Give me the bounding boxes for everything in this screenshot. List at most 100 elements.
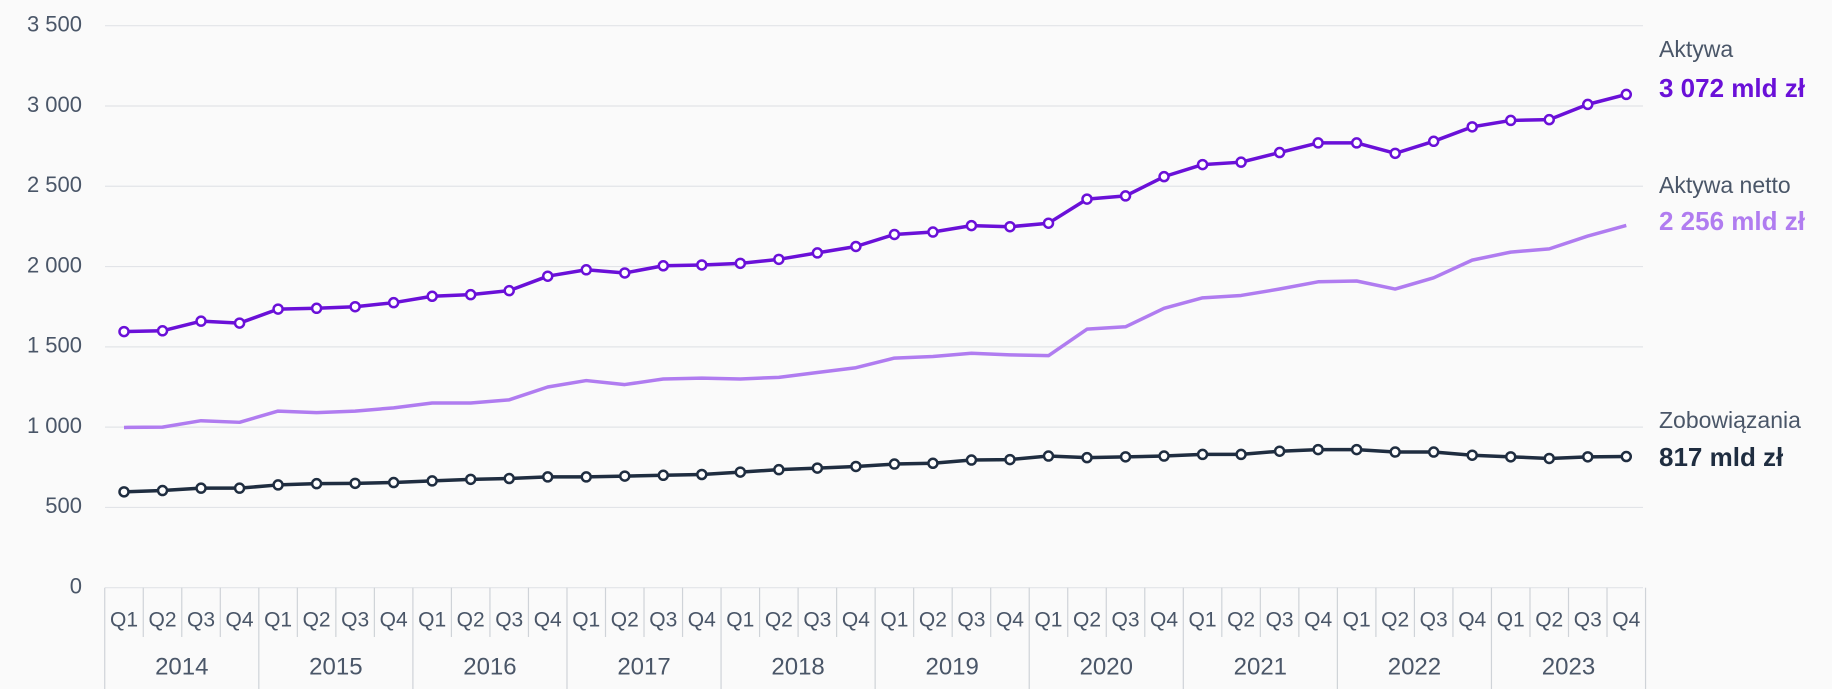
- y-tick-label: 2 000: [27, 252, 82, 277]
- y-tick-label: 500: [45, 493, 82, 518]
- point: [696, 468, 708, 481]
- y-tick-label: 1 500: [27, 333, 82, 358]
- point: [541, 270, 554, 282]
- point: [773, 253, 785, 266]
- point: [1427, 135, 1440, 148]
- year-label: 2021: [1234, 653, 1287, 680]
- point: [426, 475, 438, 487]
- x-tick-label: Q3: [495, 609, 523, 632]
- point: [503, 472, 515, 485]
- point: [850, 240, 862, 253]
- point: [1158, 170, 1170, 183]
- x-tick-label: Q2: [1227, 609, 1255, 632]
- point: [888, 228, 901, 241]
- point: [503, 284, 515, 297]
- point: [156, 325, 169, 337]
- year-label: 2019: [925, 653, 978, 680]
- point: [1620, 88, 1633, 101]
- point: [619, 470, 631, 482]
- x-tick-label: Q1: [1343, 609, 1371, 632]
- x-tick-label: Q3: [803, 609, 831, 632]
- point: [464, 288, 477, 301]
- x-tick-label: Q1: [110, 609, 138, 632]
- point: [965, 454, 978, 466]
- point: [233, 317, 246, 329]
- y-tick-label: 1 000: [27, 413, 82, 438]
- point: [1389, 147, 1401, 160]
- year-label: 2022: [1388, 653, 1441, 680]
- point: [1042, 450, 1055, 462]
- x-tick-label: Q4: [688, 609, 716, 632]
- point: [387, 296, 400, 309]
- point: [1620, 450, 1633, 463]
- y-tick-label: 3 000: [27, 92, 82, 117]
- x-tick-label: Q2: [919, 609, 947, 632]
- point: [233, 482, 246, 494]
- year-label: 2016: [463, 653, 516, 680]
- series-line: [123, 223, 1627, 430]
- point: [1235, 156, 1247, 168]
- point: [1466, 449, 1478, 461]
- x-tick-label: Q3: [1420, 609, 1448, 632]
- x-tick-label: Q4: [1304, 609, 1332, 632]
- point: [1582, 98, 1594, 111]
- x-tick-label: Q2: [457, 609, 485, 632]
- point: [1504, 451, 1517, 463]
- x-tick-label: Q4: [842, 609, 870, 632]
- year-label: 2015: [309, 653, 362, 680]
- x-tick-label: Q1: [1189, 609, 1217, 632]
- point: [1273, 146, 1286, 159]
- point: [927, 226, 939, 238]
- point: [888, 458, 901, 470]
- x-tick-label: Q1: [264, 609, 292, 632]
- point: [387, 476, 400, 489]
- x-tick-label: Q4: [996, 609, 1024, 632]
- point: [1235, 448, 1247, 461]
- year-label: 2020: [1080, 653, 1133, 680]
- point: [773, 463, 785, 476]
- x-tick-label: Q4: [380, 609, 408, 632]
- point: [195, 315, 207, 327]
- x-tick-label: Q2: [765, 609, 793, 632]
- legend-name: Aktywa: [1659, 36, 1733, 62]
- x-tick-label: Q1: [418, 609, 446, 632]
- point: [1582, 451, 1594, 463]
- point: [426, 290, 438, 303]
- point: [1119, 190, 1132, 202]
- x-tick-label: Q1: [1497, 609, 1525, 632]
- point: [195, 482, 207, 494]
- point: [1004, 453, 1016, 466]
- y-tick-label: 0: [70, 574, 82, 599]
- x-tick-label: Q3: [1574, 609, 1602, 632]
- point: [965, 219, 978, 232]
- x-tick-label: Q2: [1535, 609, 1563, 632]
- point: [1196, 448, 1209, 461]
- legend-name: Aktywa netto: [1659, 172, 1791, 198]
- point: [349, 300, 361, 313]
- year-label: 2023: [1542, 653, 1595, 680]
- x-tick-label: Q4: [1150, 609, 1178, 632]
- point: [349, 477, 361, 490]
- year-label: 2017: [617, 653, 670, 680]
- point: [1543, 113, 1555, 126]
- series-line: [123, 447, 1627, 494]
- point: [734, 257, 747, 270]
- point: [1312, 137, 1324, 149]
- point: [580, 471, 592, 483]
- point: [272, 303, 284, 315]
- point: [272, 479, 284, 491]
- end-value-label: 3 072 mld zł: [1659, 73, 1806, 103]
- point: [580, 264, 592, 276]
- point: [1119, 451, 1132, 463]
- year-label: 2014: [155, 653, 208, 680]
- point: [1389, 446, 1401, 458]
- point: [927, 457, 939, 470]
- x-tick-label: Q1: [572, 609, 600, 632]
- point: [1427, 446, 1440, 458]
- point: [1081, 451, 1093, 464]
- year-label: 2018: [771, 653, 824, 680]
- point: [1504, 114, 1517, 127]
- x-tick-label: Q1: [1034, 609, 1062, 632]
- x-tick-label: Q3: [649, 609, 677, 632]
